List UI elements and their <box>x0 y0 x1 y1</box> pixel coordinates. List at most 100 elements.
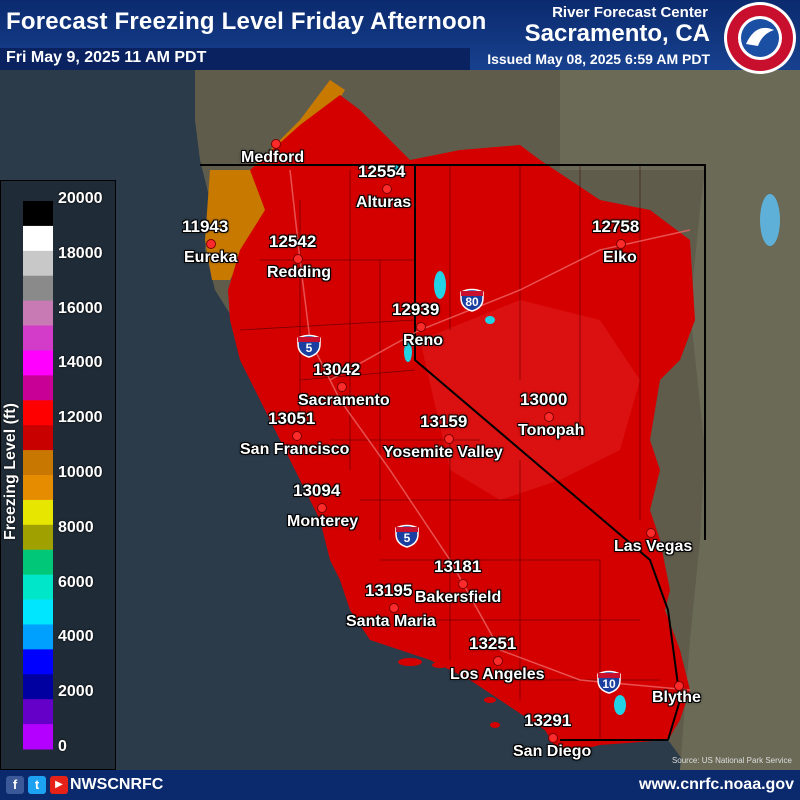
location-marker <box>317 503 327 513</box>
colorbar-segment <box>23 499 53 526</box>
colorbar-segment <box>23 350 53 376</box>
colorbar-segment <box>23 624 53 650</box>
interstate-shield-icon: 10 <box>596 670 622 694</box>
colorbar-segment <box>23 250 53 277</box>
state-border-north <box>200 164 706 540</box>
colorbar-segment <box>23 225 53 252</box>
location-name: Redding <box>267 264 331 281</box>
freezing-level-value: 13195 <box>365 581 413 600</box>
website-link[interactable]: www.cnrfc.noaa.gov <box>639 776 794 793</box>
freezing-level-value: 13181 <box>434 557 482 576</box>
colorbar-segment <box>23 699 53 725</box>
location-name: Alturas <box>356 194 412 211</box>
interstate-number: 5 <box>403 531 411 545</box>
colorbar-segment <box>23 300 53 327</box>
colorbar-segment <box>23 201 53 227</box>
location-name: Sacramento <box>298 392 390 409</box>
colorbar-panel <box>0 180 116 770</box>
colorbar-tick-label: 16000 <box>58 299 103 317</box>
interstate-shield-icon: 5 <box>296 334 322 358</box>
colorbar-segment <box>23 649 53 675</box>
freezing-level-value: 13000 <box>520 390 568 409</box>
facebook-icon[interactable]: f <box>6 776 24 794</box>
colorbar-tick-label: 20000 <box>58 190 103 207</box>
colorbar-axis-label: Freezing Level (ft) <box>2 403 19 540</box>
location-marker <box>646 528 656 538</box>
freezing-level-value: 12554 <box>358 162 406 181</box>
location-name: Blythe <box>652 689 701 706</box>
colorbar-segment <box>23 549 53 576</box>
location-marker <box>293 254 303 264</box>
colorbar-segment <box>23 475 53 501</box>
twitter-icon[interactable]: t <box>28 776 46 794</box>
location-name: Reno <box>403 332 443 349</box>
map-source: Source: US National Park Service <box>671 756 792 765</box>
colorbar-segment <box>23 574 53 601</box>
lakes <box>390 165 780 715</box>
center-name: River Forecast Center <box>552 4 708 21</box>
location-name: Santa Maria <box>346 613 436 630</box>
freezing-level-value: 13291 <box>524 711 572 730</box>
colorbar-segment <box>23 325 53 351</box>
colorbar-tick-label: 8000 <box>58 518 94 536</box>
colorbar-tick-label: 10000 <box>58 464 103 481</box>
interstate-number: 10 <box>602 677 616 691</box>
interstate-number: 80 <box>465 295 479 309</box>
channel-islands <box>398 658 500 728</box>
footer-bar <box>0 770 800 800</box>
colorbar-segment <box>23 524 53 551</box>
colorbar-tick-label: 14000 <box>58 354 103 372</box>
freezing-level-value: 12758 <box>592 217 640 236</box>
state-border-ca-nv <box>414 165 682 741</box>
interstate-shield-icon: 5 <box>394 524 420 548</box>
issued-time: Issued May 08, 2025 6:59 AM PDT <box>487 51 710 67</box>
location-name: Eureka <box>184 249 238 266</box>
youtube-icon[interactable]: ▶ <box>50 776 68 794</box>
location-marker <box>544 412 554 422</box>
location-name: Monterey <box>287 513 359 530</box>
location-marker <box>416 322 426 332</box>
social-handle[interactable]: NWSCNRFC <box>70 776 164 793</box>
location-marker <box>382 184 392 194</box>
location-name: Bakersfield <box>415 589 502 606</box>
location-name: Elko <box>603 249 637 266</box>
colorbar <box>23 201 53 750</box>
nws-logo <box>724 2 796 74</box>
location-name: Los Angeles <box>450 666 545 683</box>
freezing-level-value: 13051 <box>268 409 316 428</box>
colorbar-segment <box>23 375 53 401</box>
freezing-level-value: 12542 <box>269 232 317 251</box>
location-name: Medford <box>241 149 305 166</box>
freezing-level-value: 13251 <box>469 634 517 653</box>
freezing-level-value: 13159 <box>420 412 468 431</box>
location-name: Tonopah <box>518 422 585 439</box>
valid-time-bar <box>0 48 470 70</box>
location-marker <box>458 579 468 589</box>
interstate-shield-icon: 80 <box>459 288 485 312</box>
location-marker <box>292 431 302 441</box>
valid-time: Fri May 9, 2025 11 AM PDT <box>6 49 207 66</box>
freezing-level-value: 12939 <box>392 300 440 319</box>
location-marker <box>389 603 399 613</box>
colorbar-segment <box>23 724 53 750</box>
freezing-level-value: 13094 <box>293 481 341 500</box>
colorbar-tick-label: 2000 <box>58 683 94 701</box>
location-name: Yosemite Valley <box>383 444 503 461</box>
location-marker <box>271 139 281 149</box>
county-lines <box>239 165 660 740</box>
colorbar-segment <box>23 275 53 302</box>
location-marker <box>674 681 684 691</box>
colorbar-tick-label: 4000 <box>58 628 94 646</box>
location-marker <box>493 656 503 666</box>
eastern-land <box>560 70 800 770</box>
colorbar-tick-label: 18000 <box>58 244 103 262</box>
location-marker <box>206 239 216 249</box>
freezing-level-value: 11943 <box>182 217 229 236</box>
location-name: Las Vegas <box>614 538 693 555</box>
location-name: San Francisco <box>240 441 350 458</box>
colorbar-segment <box>23 450 53 476</box>
interstate-number: 5 <box>305 341 313 355</box>
location-marker <box>444 434 454 444</box>
